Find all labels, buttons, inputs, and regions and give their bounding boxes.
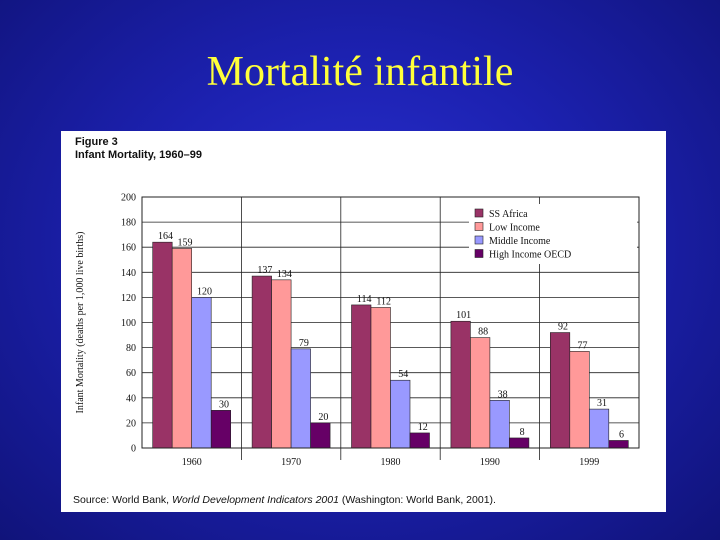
y-tick-label: 40 (126, 393, 136, 404)
bar-ss-africa-1999 (549, 332, 571, 449)
bar-value-label: 134 (277, 269, 292, 280)
bar-low-income-1999 (569, 351, 590, 449)
legend-swatch (474, 222, 484, 231)
bar-value-label: 114 (357, 294, 372, 305)
bar-value-label: 79 (299, 338, 309, 349)
bar-high-income-oecd-1960 (210, 410, 231, 449)
y-tick-label: 20 (126, 418, 136, 429)
bar-low-income-1990 (470, 337, 491, 449)
y-tick-label: 0 (131, 444, 136, 455)
bar-value-label: 120 (197, 286, 212, 297)
figure-subtitle: Infant Mortality, 1960–99 (75, 149, 202, 161)
bar-high-income-oecd-1970 (310, 422, 331, 449)
y-tick-label: 140 (121, 268, 136, 279)
bar-high-income-oecd-1990 (509, 437, 530, 449)
chart: 1641371141019215913411288771207954383130… (75, 193, 640, 468)
bar-value-label: 88 (478, 327, 488, 338)
legend-label: High Income OECD (489, 250, 571, 261)
legend-swatch (474, 249, 484, 258)
bar-low-income-1970 (271, 279, 292, 449)
bar-ss-africa-1970 (251, 275, 272, 449)
bar-middle-income-1999 (588, 408, 610, 449)
x-tick-label: 1960 (182, 457, 202, 468)
legend-label: SS Africa (489, 209, 528, 220)
bar-value-label: 6 (619, 429, 624, 440)
y-tick-label: 100 (121, 318, 136, 329)
bar-value-label: 8 (520, 427, 525, 438)
source-title: World Development Indicators 2001 (172, 494, 339, 506)
legend-label: Low Income (489, 223, 540, 234)
slide-title: Mortalité infantile (206, 49, 514, 95)
x-tick-label: 1970 (281, 457, 301, 468)
source-note: Source: World Bank, World Development In… (73, 494, 496, 506)
figure-panel: Figure 3 Infant Mortality, 1960–99 164 13… (61, 131, 666, 512)
bar-ss-africa-1980 (351, 304, 372, 449)
bar-high-income-oecd-1980 (409, 432, 430, 449)
y-tick-label: 180 (121, 218, 136, 229)
y-tick-label: 120 (121, 293, 136, 304)
y-tick-label: 60 (126, 368, 136, 379)
bar-value-label: 77 (578, 340, 588, 351)
legend-label: Middle Income (489, 236, 551, 247)
x-tick-label: 1980 (381, 457, 401, 468)
plot-frame (141, 196, 640, 449)
y-tick-label: 160 (121, 243, 136, 254)
y-axis-label: Infant Mortality (deaths per 1,000 live … (75, 232, 86, 414)
y-tick-label: 200 (121, 193, 136, 204)
bar-middle-income-1990 (489, 400, 510, 449)
figure-label: Figure 3 (75, 136, 118, 148)
bar-value-label: 38 (498, 389, 508, 400)
legend-swatch (474, 208, 484, 218)
bar-middle-income-1970 (290, 348, 311, 449)
legend-swatch (474, 235, 484, 245)
bar-value-label: 159 (177, 237, 192, 248)
bar-middle-income-1980 (390, 379, 411, 449)
bar-value-label: 31 (597, 398, 607, 409)
bar-ss-africa-1990 (450, 320, 471, 449)
bar-value-label: 164 (158, 231, 173, 242)
bar-low-income-1960 (171, 248, 192, 449)
bar-value-label: 30 (219, 399, 229, 410)
x-tick-label: 1990 (480, 457, 500, 468)
bar-value-label: 20 (318, 412, 328, 423)
bar-value-label: 137 (257, 265, 272, 276)
bar-value-label: 101 (456, 310, 471, 321)
source-suffix: (Washington: World Bank, 2001). (338, 494, 496, 506)
bar-middle-income-1960 (191, 297, 212, 449)
bar-value-label: 112 (376, 296, 391, 307)
bar-high-income-oecd-1999 (608, 440, 629, 449)
bar-low-income-1980 (370, 307, 391, 449)
bar-value-label: 12 (418, 422, 428, 433)
legend-box (469, 204, 637, 264)
y-tick-label: 80 (126, 343, 136, 354)
bar-value-label: 92 (558, 322, 568, 333)
bar-value-label: 54 (398, 369, 408, 380)
bar-ss-africa-1960 (152, 241, 173, 449)
x-tick-label: 1999 (579, 457, 599, 468)
source-prefix: Source: World Bank, (73, 494, 173, 506)
